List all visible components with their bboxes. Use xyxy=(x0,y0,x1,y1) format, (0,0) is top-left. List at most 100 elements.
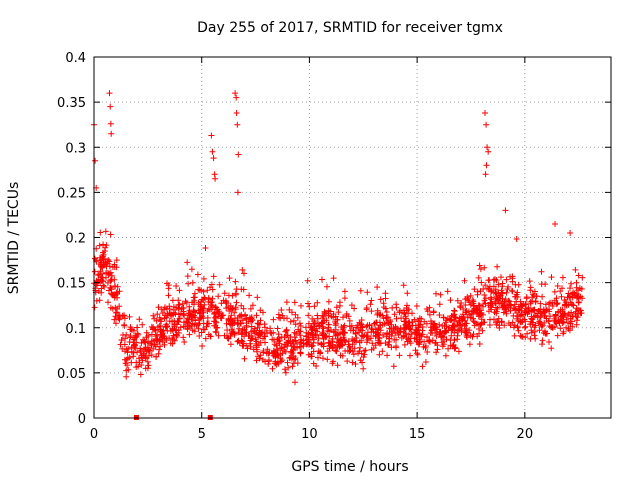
data-point xyxy=(419,327,426,334)
data-point xyxy=(209,295,216,302)
data-point xyxy=(281,334,288,340)
data-point xyxy=(498,274,504,281)
data-point xyxy=(278,358,285,365)
data-point xyxy=(275,331,282,338)
data-point xyxy=(138,340,145,346)
data-point xyxy=(538,268,545,275)
data-point xyxy=(431,320,438,327)
data-point xyxy=(297,323,304,329)
data-point xyxy=(470,331,477,338)
data-point xyxy=(524,330,531,337)
data-point xyxy=(466,341,473,348)
data-point xyxy=(522,323,529,330)
data-point xyxy=(412,347,419,354)
data-point xyxy=(528,327,535,334)
data-point xyxy=(433,349,440,356)
data-point xyxy=(464,295,470,302)
data-point xyxy=(495,315,502,322)
data-point xyxy=(358,337,365,344)
data-point xyxy=(169,336,176,343)
data-point xyxy=(151,326,158,333)
data-point xyxy=(248,323,255,330)
data-point xyxy=(231,309,238,316)
data-point xyxy=(386,325,393,332)
data-point xyxy=(150,345,157,352)
data-point xyxy=(404,338,411,345)
data-point xyxy=(230,319,237,326)
data-point xyxy=(484,144,491,151)
data-point xyxy=(381,320,388,327)
data-point xyxy=(496,325,503,331)
data-point xyxy=(190,294,197,301)
data-point xyxy=(567,320,574,327)
data-point xyxy=(159,339,166,345)
data-point xyxy=(546,323,553,329)
data-point xyxy=(169,297,176,304)
data-point xyxy=(425,338,432,345)
data-point xyxy=(148,352,155,358)
data-point xyxy=(566,294,573,301)
data-point xyxy=(298,336,305,343)
data-point xyxy=(128,359,135,366)
data-point xyxy=(366,322,373,329)
data-point xyxy=(239,317,246,324)
data-point xyxy=(269,365,276,372)
data-point xyxy=(209,286,216,293)
data-point xyxy=(409,310,415,317)
data-point xyxy=(430,308,437,315)
data-point xyxy=(212,175,219,182)
data-point xyxy=(185,280,192,287)
data-point xyxy=(292,321,299,328)
data-point xyxy=(282,348,289,355)
data-point xyxy=(142,345,149,352)
data-point xyxy=(207,306,213,313)
data-point xyxy=(377,340,384,347)
data-point xyxy=(227,341,234,348)
data-point xyxy=(282,341,289,348)
data-point xyxy=(336,343,343,350)
data-point xyxy=(98,289,105,296)
data-point xyxy=(548,345,555,352)
data-point xyxy=(526,278,533,285)
data-point xyxy=(499,290,506,297)
data-point xyxy=(208,281,215,288)
data-point xyxy=(502,304,509,311)
data-point xyxy=(432,324,439,331)
data-point xyxy=(476,341,483,347)
data-point xyxy=(282,369,289,376)
data-point xyxy=(253,344,260,351)
data-point xyxy=(445,345,452,352)
data-point xyxy=(455,348,462,355)
data-point xyxy=(97,257,104,264)
data-point xyxy=(191,290,198,297)
data-point xyxy=(296,320,303,327)
data-point xyxy=(270,316,277,323)
data-point xyxy=(105,299,111,306)
data-point xyxy=(515,327,522,334)
data-point xyxy=(145,339,152,346)
data-point xyxy=(320,343,327,350)
data-point xyxy=(223,299,230,306)
data-point xyxy=(341,295,348,302)
data-point xyxy=(346,317,353,324)
data-point xyxy=(310,348,317,355)
data-point xyxy=(509,273,516,280)
data-point xyxy=(535,307,542,314)
data-point xyxy=(458,300,465,306)
data-point xyxy=(548,274,555,281)
data-point xyxy=(529,294,536,301)
data-point xyxy=(291,299,298,306)
data-point xyxy=(338,324,345,330)
data-point xyxy=(560,330,567,337)
data-point xyxy=(556,320,563,327)
data-point xyxy=(111,283,118,290)
data-point xyxy=(377,296,384,303)
data-point xyxy=(287,318,294,325)
data-point xyxy=(474,333,481,340)
data-point xyxy=(509,288,516,295)
data-points xyxy=(91,90,586,420)
data-point xyxy=(111,316,118,323)
data-point xyxy=(423,320,430,327)
data-point xyxy=(387,318,394,325)
data-point xyxy=(493,321,500,328)
